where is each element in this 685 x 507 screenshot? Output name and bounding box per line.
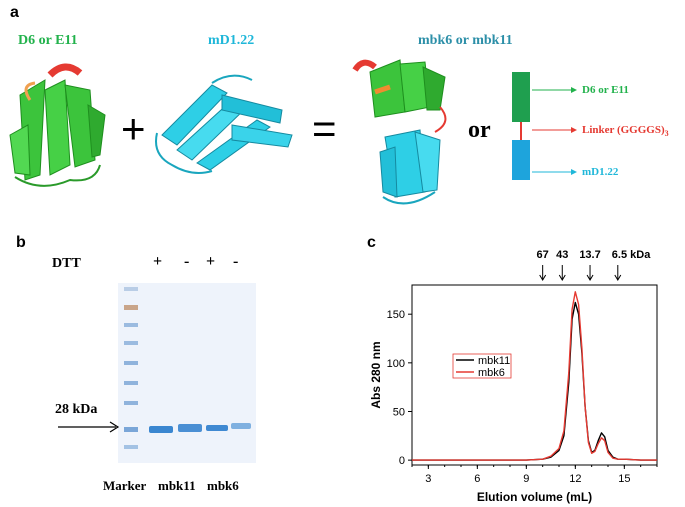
legend-entry-mbk6: mbk6 (478, 367, 505, 379)
fusion-label: mbk6 or mbk11 (418, 33, 513, 48)
linker-subscript: 3 (664, 129, 669, 139)
fusion-structure (352, 59, 447, 205)
standard-arrow-head (586, 274, 594, 281)
y-tick-label: 0 (399, 455, 405, 467)
or-label: or (468, 117, 491, 143)
schematic-top-block (512, 72, 530, 122)
lane-label-marker: Marker (103, 478, 147, 493)
standard-arrow-head (558, 274, 566, 281)
schematic-label-bottom: mD1.22 (582, 166, 619, 178)
dtt-label: DTT (52, 256, 81, 271)
lane-label-mbk6: mbk6 (207, 478, 239, 493)
marker-band (124, 361, 138, 365)
dtt-sign-1: + (153, 253, 163, 270)
x-axis-label: Elution volume (mL) (477, 490, 592, 504)
y-tick-label: 50 (393, 406, 405, 418)
marker-band (124, 445, 138, 449)
marker-arrow (58, 421, 120, 433)
marker-band (124, 341, 138, 345)
sample-band-mbk6-dtt (206, 425, 228, 431)
schematic-bottom-block (512, 140, 530, 180)
marker-kda-label: 28 kDa (55, 402, 98, 417)
panel-c-letter: c (367, 234, 376, 251)
marker-band (124, 323, 138, 327)
schematic-label-top: D6 or E11 (582, 84, 629, 96)
d6-e11-structure (9, 63, 106, 187)
marker-band (124, 305, 138, 310)
x-tick-label: 9 (523, 473, 529, 485)
legend-box (452, 353, 512, 379)
x-tick-label: 15 (618, 473, 630, 485)
standard-label: 6.5 kDa (612, 249, 651, 261)
protein1-label: D6 or E11 (18, 33, 78, 48)
y-tick-label: 100 (387, 358, 405, 370)
schematic-linker (520, 122, 522, 140)
x-tick-label: 3 (425, 473, 431, 485)
marker-band (124, 381, 138, 385)
dtt-sign-4: - (233, 253, 239, 270)
dtt-sign-3: + (206, 253, 216, 270)
legend-entry-mbk11: mbk11 (478, 355, 510, 367)
series-line-mbk11 (412, 301, 657, 461)
equals-sign: = (312, 105, 337, 152)
y-axis-label: Abs 280 nm (369, 341, 383, 408)
sds-page-gel (118, 283, 256, 463)
dtt-sign-2: - (184, 253, 190, 270)
marker-band (124, 287, 138, 291)
schematic-arrows (532, 87, 577, 175)
md122-structure (155, 74, 293, 174)
standard-label: 43 (556, 249, 568, 261)
protein2-label: mD1.22 (208, 33, 255, 48)
sample-band-mbk6-nodtt (231, 423, 251, 429)
panel-a-letter: a (10, 4, 19, 21)
x-tick-label: 6 (474, 473, 480, 485)
standard-label: 13.7 (579, 249, 600, 261)
marker-band (124, 427, 138, 432)
x-tick-label: 12 (569, 473, 581, 485)
standard-arrow-head (539, 274, 547, 281)
series-line-mbk6 (412, 291, 657, 461)
sample-band-mbk11-nodtt (178, 424, 202, 432)
lane-label-mbk11: mbk11 (158, 478, 196, 493)
schematic-label-linker: Linker (GGGGS)3 (582, 124, 669, 138)
plot-frame (411, 284, 658, 466)
marker-band (124, 401, 138, 405)
y-tick-label: 150 (387, 309, 405, 321)
sample-band-mbk11-dtt (149, 426, 173, 433)
linker-text: Linker (GGGGS) (582, 124, 665, 136)
standard-label: 67 (537, 249, 549, 261)
panel-b-letter: b (16, 234, 26, 251)
plus-sign: + (121, 105, 146, 152)
standard-arrow-head (614, 274, 622, 281)
